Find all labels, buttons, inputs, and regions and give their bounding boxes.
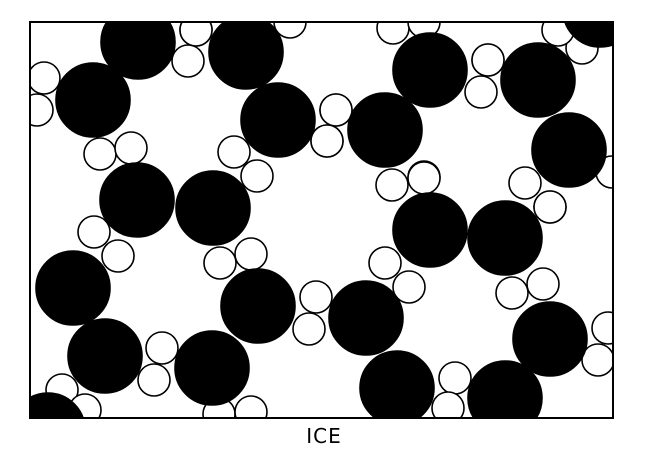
oxygen-atom [67, 318, 143, 394]
oxygen-atom [347, 92, 423, 168]
hydrogen-atom [179, 22, 213, 47]
hydrogen-atom [114, 131, 148, 165]
hydrogen-atom [240, 159, 274, 193]
hydrogen-atom [533, 190, 567, 224]
hydrogen-atom [273, 22, 307, 39]
water-molecules-group [30, 22, 613, 418]
hydrogen-atom [83, 137, 117, 171]
hydrogen-atom [591, 311, 613, 345]
oxygen-atom [564, 22, 613, 48]
oxygen-atom [531, 112, 607, 188]
hydrogen-atom [30, 61, 61, 95]
hydrogen-atom [431, 391, 465, 418]
hydrogen-atom [137, 363, 171, 397]
oxygen-atom [392, 192, 468, 268]
hydrogen-atom [319, 93, 353, 127]
hydrogen-atom [145, 331, 179, 365]
oxygen-atom [55, 62, 131, 138]
hydrogen-atom [30, 93, 54, 127]
hydrogen-atom [376, 22, 410, 45]
hydrogen-atom [526, 267, 560, 301]
oxygen-atom [359, 350, 435, 418]
hydrogen-atom [234, 237, 268, 271]
hydrogen-atom [392, 270, 426, 304]
oxygen-atom [328, 280, 404, 356]
hydrogen-atom [299, 280, 333, 314]
hydrogen-atom [508, 166, 542, 200]
oxygen-atom [392, 32, 468, 108]
oxygen-atom [467, 200, 543, 276]
hydrogen-atom [203, 246, 237, 280]
diagram-frame [29, 21, 614, 419]
hydrogen-atom [368, 246, 402, 280]
oxygen-atom [100, 22, 176, 80]
oxygen-atom [512, 301, 588, 377]
hydrogen-atom [581, 343, 613, 377]
hydrogen-atom [438, 361, 472, 395]
hydrogen-atom [464, 75, 498, 109]
hydrogen-atom [77, 215, 111, 249]
diagram-caption: ICE [306, 424, 342, 448]
hydrogen-atom [217, 135, 251, 169]
oxygen-atom [174, 330, 250, 406]
oxygen-atom [220, 268, 296, 344]
oxygen-atom [30, 392, 84, 418]
oxygen-atom [175, 170, 251, 246]
hydrogen-atom [292, 312, 326, 346]
oxygen-atom [467, 360, 543, 418]
hydrogen-atom [375, 168, 409, 202]
oxygen-atom [35, 250, 111, 326]
hydrogen-atom [495, 276, 529, 310]
hydrogen-atom [310, 124, 344, 158]
hydrogen-atom [234, 395, 268, 418]
hydrogen-atom [471, 43, 505, 77]
hydrogen-atom [171, 44, 205, 78]
oxygen-atom [99, 162, 175, 238]
oxygen-atom [208, 22, 284, 90]
hydrogen-atom [101, 239, 135, 273]
oxygen-atom [240, 82, 316, 158]
oxygen-atom [500, 42, 576, 118]
hydrogen-atom [407, 161, 441, 195]
